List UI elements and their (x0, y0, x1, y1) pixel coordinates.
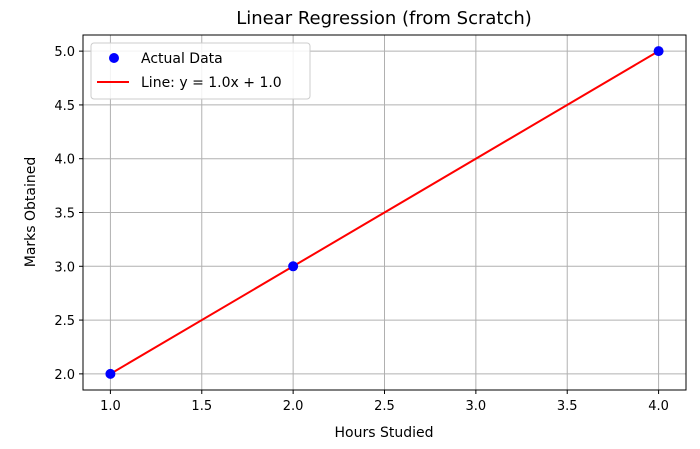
data-point (288, 261, 299, 272)
legend-label-actual-data: Actual Data (141, 51, 223, 67)
legend-box (90, 42, 311, 100)
x-tick-label: 3.5 (557, 399, 578, 414)
y-tick-label: 2.0 (54, 368, 75, 383)
series-points (105, 46, 664, 379)
y-tick-label: 4.5 (54, 99, 75, 114)
chart-title: Linear Regression (from Scratch) (236, 8, 532, 29)
x-tick-label: 3.0 (466, 399, 487, 414)
y-tick-label: 4.0 (54, 153, 75, 168)
data-point (105, 368, 116, 379)
legend-scatter-marker (109, 53, 119, 63)
y-axis-ticks: 2.0 2.5 3.0 3.5 4.0 4.5 5.0 (54, 45, 83, 383)
y-tick-label: 5.0 (54, 45, 75, 60)
y-axis-label: Marks Obtained (23, 157, 39, 268)
x-tick-label: 1.0 (100, 399, 121, 414)
x-tick-label: 2.0 (283, 399, 304, 414)
y-tick-label: 3.0 (54, 260, 75, 275)
legend: Actual Data Line: y = 1.0x + 1.0 (90, 42, 311, 100)
x-axis-label: Hours Studied (335, 425, 434, 441)
x-axis-ticks: 1.0 1.5 2.0 2.5 3.0 3.5 4.0 (100, 390, 669, 414)
y-tick-label: 3.5 (54, 207, 75, 222)
data-point (653, 46, 664, 57)
y-tick-label: 2.5 (54, 314, 75, 329)
legend-label-regression-line: Line: y = 1.0x + 1.0 (141, 75, 282, 91)
x-tick-label: 4.0 (648, 399, 669, 414)
grid (83, 35, 686, 390)
x-tick-label: 2.5 (374, 399, 395, 414)
x-tick-label: 1.5 (191, 399, 212, 414)
